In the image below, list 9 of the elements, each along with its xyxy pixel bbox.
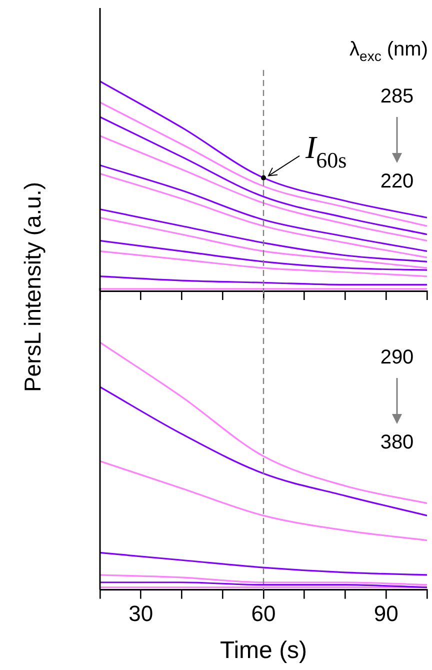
annotation: 220 <box>380 170 414 193</box>
y-axis-title: PersL intensity (a.u.) <box>20 182 46 392</box>
annotation: 285 <box>380 86 414 108</box>
x-axis-title: Time (s) <box>220 637 308 664</box>
x-tick-label: 30 <box>128 601 154 626</box>
x-tick-label: 60 <box>251 601 276 626</box>
annotation: 380 <box>380 432 414 454</box>
annotation: 290 <box>380 346 414 369</box>
x-tick-label: 90 <box>374 601 398 626</box>
